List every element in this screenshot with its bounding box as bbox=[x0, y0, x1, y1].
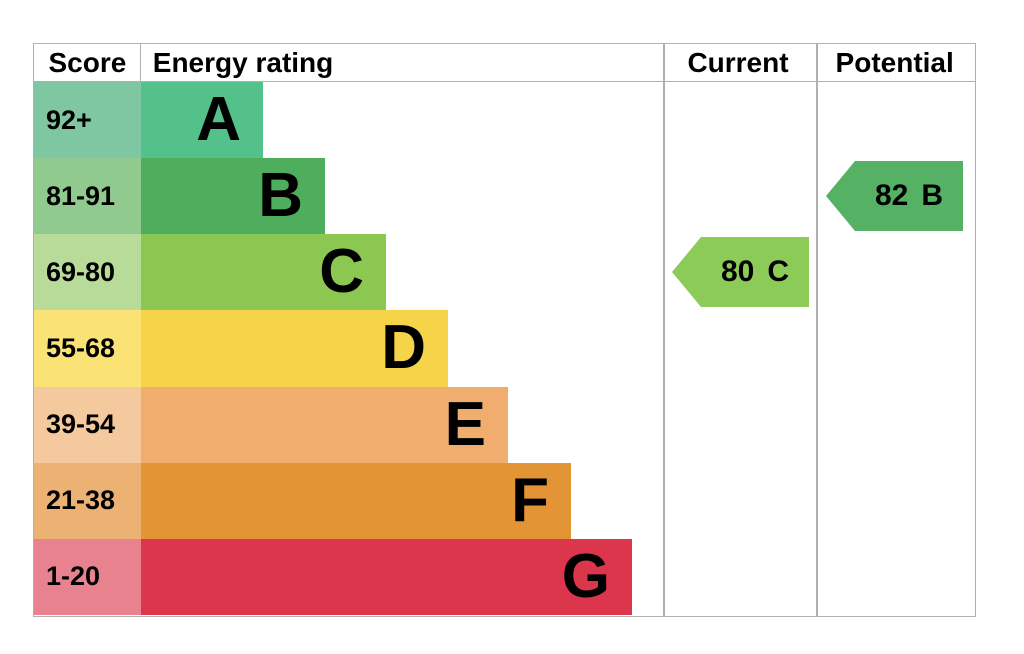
current-column-header: Current bbox=[687, 46, 789, 78]
band-rows: 92+ A 81-91 B 69-80 C 55-68 D 39-54 E 21-38 F 1-20 G bbox=[34, 82, 663, 615]
potential-band: B bbox=[921, 179, 944, 212]
band-letter-e: E bbox=[444, 389, 486, 459]
band-bar-d: D bbox=[141, 310, 448, 387]
potential-arrow-shape-svg bbox=[826, 161, 963, 231]
band-letter-d: D bbox=[381, 313, 426, 383]
current-rating-text: 80 C bbox=[701, 237, 809, 307]
current-rating-arrow: 80 C bbox=[672, 237, 809, 307]
current-band: C bbox=[767, 255, 790, 288]
band-row-c: 69-80 C bbox=[34, 234, 663, 311]
band-letter-a: A bbox=[196, 85, 241, 155]
potential-score: 82 bbox=[874, 179, 909, 212]
score-range-g: 1-20 bbox=[34, 538, 141, 615]
table-header-row: Score Energy rating Current Potential bbox=[34, 44, 975, 82]
score-header-divider bbox=[139, 44, 141, 81]
energy-rating-column-header: Energy rating bbox=[152, 46, 334, 78]
band-letter-c: C bbox=[319, 237, 364, 307]
band-bar-f: F bbox=[141, 462, 571, 539]
band-letter-b: B bbox=[258, 161, 303, 231]
score-range-f: 21-38 bbox=[34, 462, 141, 539]
potential-rating-arrow: 82 B bbox=[826, 161, 963, 231]
potential-column-divider bbox=[816, 44, 818, 616]
score-range-c: 69-80 bbox=[34, 234, 141, 311]
potential-rating-text: 82 B bbox=[855, 161, 963, 231]
left-pointing-arrow-icon bbox=[826, 161, 963, 231]
current-arrow-shape-svg bbox=[672, 237, 809, 307]
band-bar-c: C bbox=[141, 234, 386, 311]
epc-table: Score Energy rating Current Potential 92… bbox=[33, 43, 976, 617]
score-range-e: 39-54 bbox=[34, 386, 141, 463]
band-bar-e: E bbox=[141, 386, 508, 463]
band-letter-f: F bbox=[511, 465, 549, 535]
score-range-a: 92+ bbox=[34, 82, 141, 159]
band-bar-a: A bbox=[141, 82, 263, 159]
potential-column-header: Potential bbox=[835, 46, 954, 78]
score-column-header: Score bbox=[48, 46, 127, 78]
band-row-b: 81-91 B bbox=[34, 158, 663, 235]
current-score: 80 bbox=[720, 255, 755, 288]
band-row-a: 92+ A bbox=[34, 82, 663, 159]
score-range-b: 81-91 bbox=[34, 158, 141, 235]
band-row-f: 21-38 F bbox=[34, 462, 663, 539]
band-letter-g: G bbox=[561, 541, 610, 611]
left-pointing-arrow-icon bbox=[672, 237, 809, 307]
band-row-e: 39-54 E bbox=[34, 386, 663, 463]
current-column-divider bbox=[663, 44, 665, 616]
band-bar-b: B bbox=[141, 158, 325, 235]
band-row-d: 55-68 D bbox=[34, 310, 663, 387]
band-bar-g: G bbox=[141, 538, 632, 615]
band-row-g: 1-20 G bbox=[34, 538, 663, 615]
score-range-d: 55-68 bbox=[34, 310, 141, 387]
